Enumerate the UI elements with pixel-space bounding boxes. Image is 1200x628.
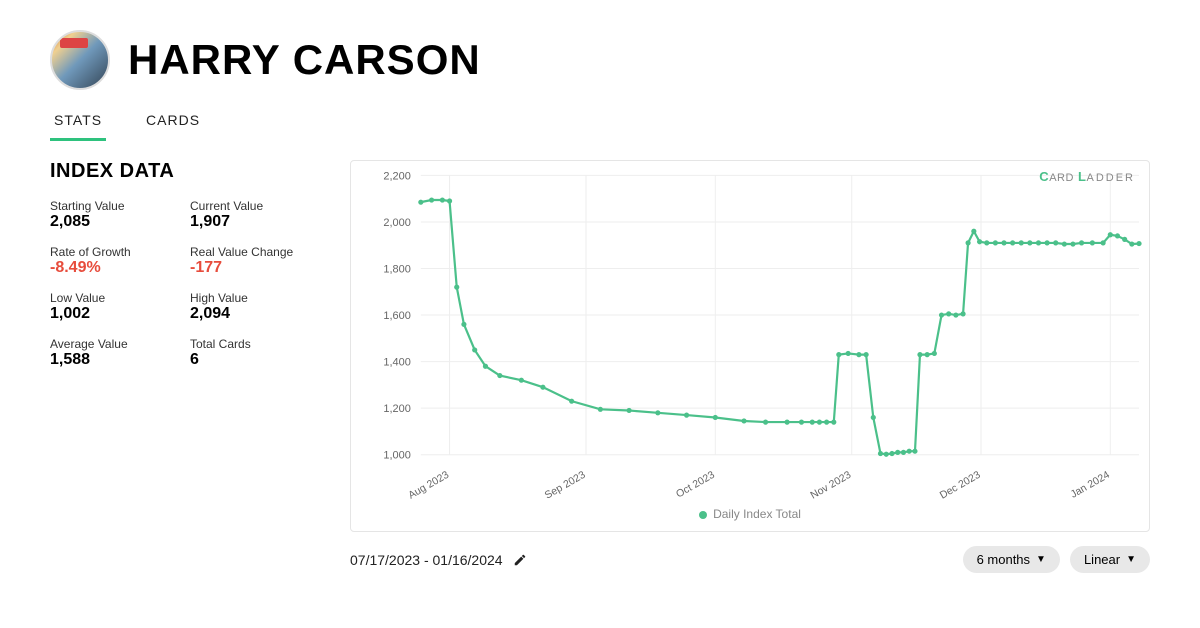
chart-container: CARD LADDER 1,000 1,200 1,400 1,600 1,800 2,0… (350, 160, 1150, 532)
index-data-panel: INDEX DATA Starting Value2,085 Current Va… (50, 160, 320, 532)
stat-cell: Current Value1,907 (190, 199, 320, 231)
footer-row: 07/17/2023 - 01/16/2024 6 months ▼ Linea… (50, 546, 1150, 573)
legend-dot-icon (699, 511, 707, 519)
legend-label: Daily Index Total (713, 507, 801, 521)
stat-value: 1,588 (50, 351, 180, 369)
stat-value: 6 (190, 351, 320, 369)
svg-text:1,200: 1,200 (383, 403, 410, 415)
stat-cell: Rate of Growth-8.49% (50, 245, 180, 277)
stat-cell: Total Cards6 (190, 337, 320, 369)
date-range[interactable]: 07/17/2023 - 01/16/2024 (350, 552, 527, 568)
stat-cell: High Value2,094 (190, 291, 320, 323)
stat-value: -8.49% (50, 259, 180, 277)
svg-text:Aug 2023: Aug 2023 (407, 470, 451, 501)
svg-text:Dec 2023: Dec 2023 (938, 470, 982, 501)
stat-cell: Real Value Change-177 (190, 245, 320, 277)
stat-label: Current Value (190, 199, 320, 213)
date-range-text: 07/17/2023 - 01/16/2024 (350, 552, 503, 568)
index-chart: 1,000 1,200 1,400 1,600 1,800 2,000 2,200 Aug 2… (351, 161, 1149, 501)
brand-watermark: CARD LADDER (1039, 169, 1135, 184)
caret-down-icon: ▼ (1126, 554, 1136, 565)
stat-value: -177 (190, 259, 320, 277)
chart-controls: 6 months ▼ Linear ▼ (963, 546, 1150, 573)
period-dropdown[interactable]: 6 months ▼ (963, 546, 1060, 573)
player-name: HARRY CARSON (128, 36, 481, 84)
player-avatar (50, 30, 110, 90)
stat-label: High Value (190, 291, 320, 305)
main-content: INDEX DATA Starting Value2,085 Current Va… (50, 160, 1150, 532)
stat-label: Real Value Change (190, 245, 320, 259)
stat-value: 1,907 (190, 213, 320, 231)
scale-dropdown[interactable]: Linear ▼ (1070, 546, 1150, 573)
scale-dropdown-label: Linear (1084, 552, 1120, 567)
stat-label: Total Cards (190, 337, 320, 351)
svg-text:Oct 2023: Oct 2023 (674, 470, 716, 501)
stat-label: Starting Value (50, 199, 180, 213)
edit-icon[interactable] (513, 553, 527, 567)
svg-text:Jan 2024: Jan 2024 (1069, 470, 1112, 501)
svg-text:Sep 2023: Sep 2023 (543, 470, 587, 501)
svg-text:2,000: 2,000 (383, 217, 410, 229)
chart-legend: Daily Index Total (351, 501, 1149, 531)
svg-text:1,600: 1,600 (383, 310, 410, 322)
stat-cell: Low Value1,002 (50, 291, 180, 323)
svg-text:2,200: 2,200 (383, 170, 410, 182)
tab-cards[interactable]: CARDS (142, 104, 204, 141)
stat-cell: Average Value1,588 (50, 337, 180, 369)
caret-down-icon: ▼ (1036, 554, 1046, 565)
stats-grid: Starting Value2,085 Current Value1,907 Rat… (50, 199, 320, 369)
stat-label: Rate of Growth (50, 245, 180, 259)
svg-text:1,800: 1,800 (383, 263, 410, 275)
stat-value: 2,094 (190, 305, 320, 323)
stat-value: 1,002 (50, 305, 180, 323)
stat-cell: Starting Value2,085 (50, 199, 180, 231)
svg-text:1,000: 1,000 (383, 450, 410, 462)
page-header: HARRY CARSON (50, 30, 1150, 90)
index-data-title: INDEX DATA (50, 160, 320, 183)
svg-text:1,400: 1,400 (383, 357, 410, 369)
svg-text:Nov 2023: Nov 2023 (809, 470, 853, 501)
tab-stats[interactable]: STATS (50, 104, 106, 141)
stat-value: 2,085 (50, 213, 180, 231)
period-dropdown-label: 6 months (977, 552, 1030, 567)
stat-label: Low Value (50, 291, 180, 305)
tabs: STATS CARDS (50, 104, 1150, 142)
stat-label: Average Value (50, 337, 180, 351)
